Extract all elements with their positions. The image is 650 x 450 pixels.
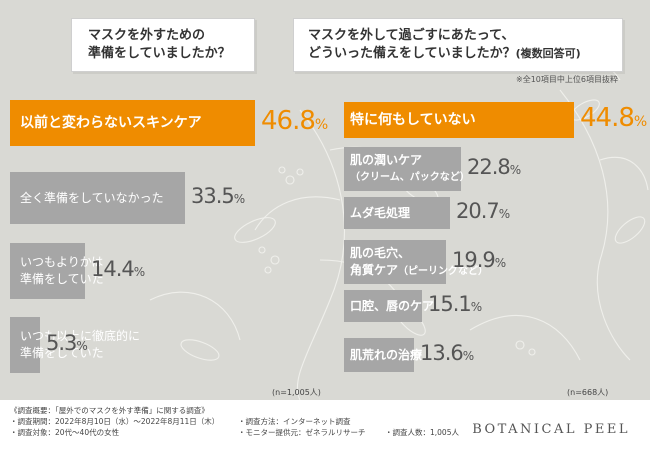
question-right-suffix: (複数回答可)	[515, 47, 581, 60]
question-left: マスクを外すための 準備をしていましたか？	[71, 18, 255, 72]
left-value-3-pct: %	[76, 339, 88, 353]
left-value-0: 46.8%	[261, 106, 328, 136]
right-bar-3	[344, 240, 446, 284]
question-right-line2-wrap: どういった備えをしていましたか？(複数回答可)	[308, 45, 612, 63]
right-label-3-line1: 肌の毛穴、	[350, 246, 411, 260]
right-label-3-line2-sub: （ピーリングなど）	[398, 266, 489, 277]
left-value-2: 14.4%	[91, 257, 145, 281]
right-value-4: 15.1%	[428, 292, 482, 316]
left-bar-3	[10, 317, 40, 373]
right-label-0-line1: 特に何もしていない	[350, 111, 476, 128]
question-left-line2: 準備をしていましたか？	[88, 46, 231, 61]
left-label-1: 全く準備をしていなかった	[20, 190, 164, 207]
right-bar-1	[344, 147, 461, 191]
right-value-3-pct: %	[494, 256, 507, 270]
right-label-0: 特に何もしていない	[350, 112, 476, 129]
left-value-3: 5.3%	[46, 331, 88, 355]
left-bar-0	[10, 100, 255, 146]
left-value-1: 33.5%	[191, 184, 245, 208]
left-value-1-num: 33.5	[191, 184, 235, 208]
left-label-2-line1: いつもよりかは	[20, 255, 104, 269]
left-label-2-line2: 準備をしていた	[20, 272, 104, 286]
question-right-line1: マスクを外して過ごすにあたって、	[308, 28, 515, 43]
right-label-3-line2-wrap: 角質ケア（ピーリングなど）	[350, 262, 488, 280]
right-value-5: 13.6%	[420, 341, 474, 365]
survey-method: ・調査方法：インターネット調査	[238, 417, 351, 426]
right-label-2: ムダ毛処理	[350, 205, 410, 222]
left-sample-size: (n=1,005人)	[272, 388, 321, 397]
right-value-0-num: 44.8	[580, 103, 635, 133]
right-value-3-num: 19.9	[452, 248, 496, 272]
right-value-5-num: 13.6	[420, 341, 464, 365]
right-bar-4	[344, 290, 422, 322]
left-label-3-line2: 準備をしていた	[20, 346, 104, 360]
right-value-0-pct: %	[633, 114, 648, 130]
right-value-5-pct: %	[462, 349, 475, 363]
question-right-line2: どういった備えをしていましたか？	[308, 46, 516, 61]
footer: 《調査概要：「屋外でのマスクを外す準備」に関する調査》 ・調査期間：2022年8…	[0, 400, 650, 450]
question-left-line1: マスクを外すための	[88, 28, 206, 43]
right-label-3: 肌の毛穴、 角質ケア（ピーリングなど）	[350, 245, 488, 280]
left-label-0-line1: 以前と変わらないスキンケア	[20, 114, 202, 131]
note-right: ※全10項目中上位6項目抜粋	[516, 75, 618, 84]
left-value-1-pct: %	[233, 192, 246, 206]
left-value-2-num: 14.4	[91, 257, 135, 281]
right-label-4-line1: 口腔、唇のケア	[350, 298, 435, 313]
left-label-2: いつもよりかは 準備をしていた	[20, 254, 104, 288]
survey-title: 《調査概要：「屋外でのマスクを外す準備」に関する調査》	[10, 406, 209, 415]
right-value-4-pct: %	[470, 300, 483, 314]
survey-provider: ・モニター提供元：ゼネラルリサーチ	[238, 428, 366, 437]
left-bar-2	[10, 243, 85, 299]
right-label-2-line1: ムダ毛処理	[350, 205, 411, 220]
right-sample-size: (n=668人)	[567, 388, 609, 397]
question-right: マスクを外して過ごすにあたって、 どういった備えをしていましたか？(複数回答可)	[293, 18, 623, 72]
right-label-1-line1: 肌の潤いケア	[350, 153, 423, 167]
survey-period: ・調査期間：2022年8月10日（水）〜2022年8月11日（木）	[10, 417, 220, 426]
left-label-0: 以前と変わらないスキンケア	[20, 115, 202, 132]
left-value-3-num: 5.3	[46, 331, 77, 355]
right-label-1-line2: （クリーム、パックなど）	[350, 172, 470, 183]
right-value-1-pct: %	[509, 163, 522, 177]
survey-respondents: ・調査人数：1,005人	[385, 428, 459, 437]
right-label-5: 肌荒れの治療	[350, 347, 422, 364]
left-value-0-num: 46.8	[261, 106, 316, 136]
left-label-3-line1: いつも以上に徹底的に	[20, 329, 141, 343]
right-value-2-pct: %	[498, 207, 511, 221]
survey-target: ・調査対象：20代〜40代の女性	[10, 428, 120, 437]
right-bar-2	[344, 197, 450, 229]
right-value-4-num: 15.1	[428, 292, 472, 316]
right-label-4: 口腔、唇のケア	[350, 298, 434, 315]
brand-logo: BOTANICAL PEEL	[472, 422, 630, 437]
right-label-1: 肌の潤いケア （クリーム、パックなど）	[350, 152, 470, 186]
right-bar-0	[344, 102, 574, 138]
right-value-2: 20.7%	[456, 199, 510, 223]
right-value-0: 44.8%	[580, 103, 647, 133]
left-label-1-line1: 全く準備をしていなかった	[20, 190, 164, 205]
right-value-2-num: 20.7	[456, 199, 500, 223]
right-label-5-line1: 肌荒れの治療	[350, 347, 423, 362]
right-value-3: 19.9%	[452, 248, 506, 272]
left-label-3: いつも以上に徹底的に 準備をしていた	[20, 328, 140, 362]
right-label-3-line2: 角質ケア	[350, 263, 399, 277]
left-value-2-pct: %	[133, 265, 146, 279]
right-bar-5	[344, 338, 414, 372]
left-value-0-pct: %	[314, 117, 329, 133]
left-bar-1	[10, 172, 185, 224]
right-value-1: 22.8%	[467, 155, 521, 179]
right-value-1-num: 22.8	[467, 155, 511, 179]
